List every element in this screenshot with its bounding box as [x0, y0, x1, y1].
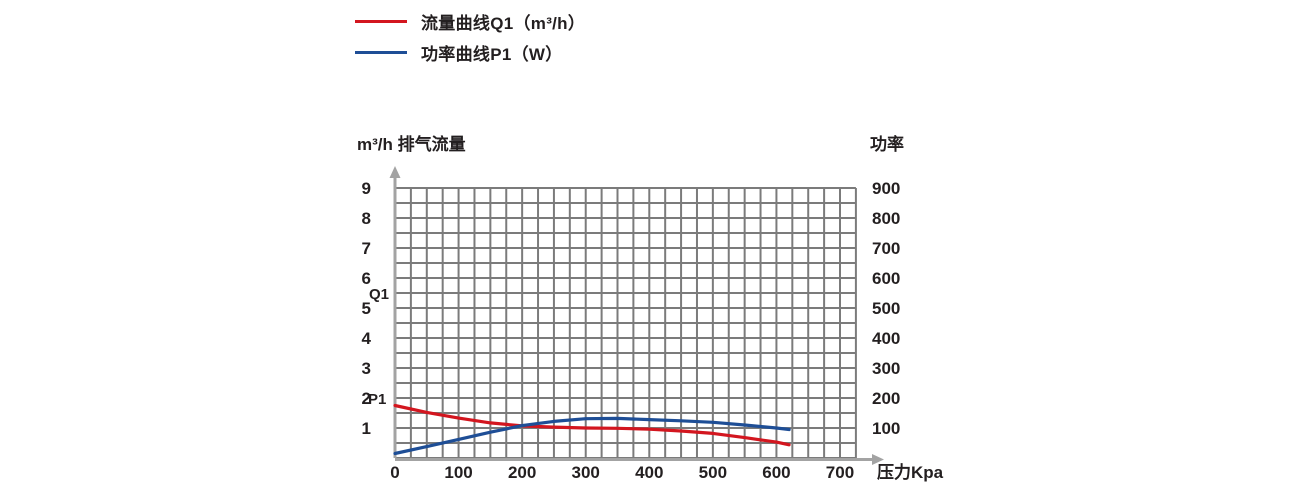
x-tick-400: 400 — [635, 463, 663, 482]
x-axis-ticks: 0 100 200 300 400 500 600 700 — [390, 463, 854, 482]
right-tick-800: 800 — [872, 209, 900, 228]
y-axis-arrow-icon — [390, 166, 401, 178]
p1-curve-annotation: P1 — [368, 391, 386, 408]
left-axis-title: m³/h 排气流量 — [357, 134, 466, 154]
left-tick-9: 9 — [362, 179, 371, 198]
right-tick-100: 100 — [872, 419, 900, 438]
left-tick-1: 1 — [362, 419, 371, 438]
right-tick-500: 500 — [872, 299, 900, 318]
right-tick-200: 200 — [872, 389, 900, 408]
x-tick-300: 300 — [572, 463, 600, 482]
x-tick-0: 0 — [390, 463, 399, 482]
right-tick-400: 400 — [872, 329, 900, 348]
x-tick-100: 100 — [444, 463, 472, 482]
x-tick-500: 500 — [699, 463, 727, 482]
x-axis-title: 压力Kpa — [877, 462, 944, 482]
right-axis-ticks: 900 800 700 600 500 400 300 200 100 — [872, 179, 900, 438]
right-tick-900: 900 — [872, 179, 900, 198]
left-tick-4: 4 — [362, 329, 372, 348]
right-tick-300: 300 — [872, 359, 900, 378]
x-tick-200: 200 — [508, 463, 536, 482]
x-tick-600: 600 — [762, 463, 790, 482]
left-tick-3: 3 — [362, 359, 371, 378]
q1-curve-annotation: Q1 — [369, 286, 389, 303]
right-tick-700: 700 — [872, 239, 900, 258]
x-tick-700: 700 — [826, 463, 854, 482]
left-tick-8: 8 — [362, 209, 371, 228]
right-axis-title: 功率 — [870, 134, 904, 154]
performance-chart: 987654321 900800700600500400300200100 01… — [0, 0, 1300, 500]
left-tick-7: 7 — [362, 239, 371, 258]
right-tick-600: 600 — [872, 269, 900, 288]
